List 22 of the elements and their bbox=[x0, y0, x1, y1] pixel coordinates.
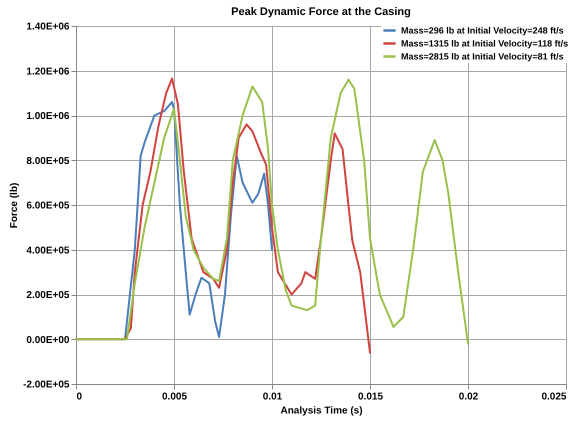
y-tick-label: 1.20E+06 bbox=[26, 66, 70, 78]
x-tick-label: 0.025 bbox=[541, 392, 567, 402]
legend-label: Mass=296 lb at Initial Velocity=248 ft/s bbox=[401, 26, 564, 36]
legend-label: Mass=2815 lb at Initial Velocity=81 ft/s bbox=[401, 52, 564, 62]
x-axis-title: Analysis Time (s) bbox=[280, 406, 363, 416]
y-tick-label: 4.00E+05 bbox=[26, 245, 70, 256]
y-tick-label: 2.00E+05 bbox=[26, 290, 70, 301]
y-tick-label: 0.00E+00 bbox=[26, 334, 70, 346]
x-tick-label: 0.02 bbox=[458, 392, 479, 402]
legend-label: Mass=1315 lb at Initial Velocity=118 ft/s bbox=[401, 38, 568, 48]
x-tick-label: 0.015 bbox=[358, 392, 384, 402]
chart-title: Peak Dynamic Force at the Casing bbox=[231, 6, 411, 18]
y-tick-label: 1.40E+06 bbox=[26, 22, 70, 32]
x-tick-label: 0.01 bbox=[262, 392, 283, 402]
x-tick-label: 0.005 bbox=[162, 392, 188, 402]
y-tick-label: 6.00E+05 bbox=[26, 200, 70, 212]
y-tick-label: 1.00E+06 bbox=[26, 111, 70, 122]
y-tick-label: 8.00E+05 bbox=[26, 156, 70, 167]
x-tick-label: 0 bbox=[76, 392, 82, 402]
y-axis-title: Force (lb) bbox=[9, 182, 20, 228]
y-tick-label: -2.00E+05 bbox=[23, 380, 70, 390]
line-series bbox=[75, 78, 469, 345]
